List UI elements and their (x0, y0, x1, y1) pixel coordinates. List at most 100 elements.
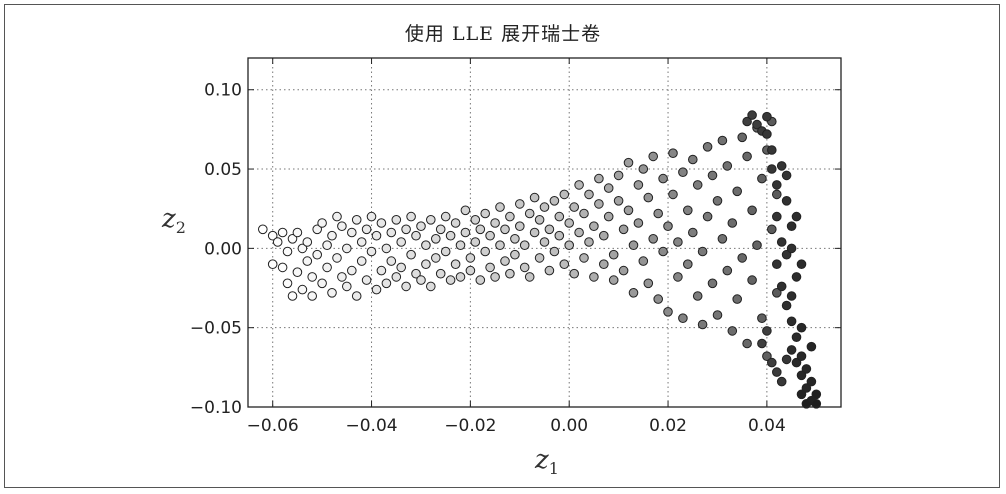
data-points (258, 110, 822, 409)
scatter-point (287, 234, 298, 244)
scatter-point (781, 354, 792, 365)
scatter-point (589, 221, 599, 231)
scatter-point (455, 272, 466, 282)
scatter-point (327, 288, 337, 298)
scatter-point (401, 281, 411, 292)
scatter-point (796, 322, 807, 333)
scatter-point (683, 259, 693, 270)
scatter-point (717, 234, 728, 244)
scatter-point (776, 161, 787, 171)
y-tick-label: 0.00 (204, 239, 242, 259)
scatter-point (781, 249, 792, 260)
scatter-point (772, 288, 782, 298)
y-axis-ticks: 0.10 0.05 0.00 −0.05 −0.10 (190, 81, 841, 418)
scatter-point (386, 256, 397, 266)
scatter-point (559, 259, 570, 270)
scatter-point (579, 253, 589, 263)
scatter-point (623, 205, 634, 216)
scatter-point (302, 256, 313, 266)
x-tick-label: 0.02 (649, 416, 687, 436)
scatter-point (440, 211, 451, 222)
scatter-point (791, 211, 802, 222)
scatter-point (337, 272, 347, 282)
scatter-point (776, 281, 787, 292)
scatter-point (406, 211, 416, 222)
scatter-point (742, 116, 752, 127)
scatter-point (470, 237, 481, 247)
scatter-point (406, 249, 416, 260)
scatter-point (485, 230, 495, 241)
scatter-point (747, 275, 757, 285)
y-tick-label: 0.10 (204, 81, 242, 101)
scatter-point (757, 338, 767, 349)
scatter-point (272, 237, 283, 247)
scatter-point (440, 246, 451, 257)
scatter-point (391, 272, 402, 282)
scatter-point (772, 180, 782, 190)
scatter-point (752, 240, 762, 250)
scatter-point (668, 148, 678, 158)
scatter-point (292, 227, 303, 238)
x-tick-label: −0.02 (444, 416, 496, 436)
scatter-point (737, 132, 748, 143)
scatter-point (722, 161, 733, 171)
scatter-point (529, 227, 540, 238)
y-tick-label: 0.05 (204, 160, 242, 180)
scatter-point (297, 284, 308, 295)
scatter-point (806, 376, 817, 387)
scatter-point (584, 237, 594, 247)
scatter-point (579, 208, 589, 219)
scatter-point (584, 189, 594, 200)
scatter-point (524, 272, 535, 282)
scatter-point (697, 319, 708, 330)
scatter-point (757, 173, 767, 184)
scatter-point (599, 230, 609, 241)
scatter-point (613, 170, 624, 181)
scatter-point (613, 196, 624, 206)
scatter-point (594, 173, 604, 184)
scatter-point (653, 208, 664, 219)
scatter-point (351, 215, 362, 225)
scatter-point (658, 246, 668, 257)
scatter-point (712, 196, 723, 206)
scatter-point (747, 110, 757, 120)
scatter-point (554, 211, 565, 222)
scatter-point (633, 180, 644, 190)
scatter-point (643, 278, 654, 289)
scatter-point (608, 275, 619, 285)
scatter-point (727, 218, 738, 228)
scatter-point (608, 249, 619, 260)
scatter-point (742, 338, 752, 349)
scatter-point (505, 268, 515, 279)
scatter-point (772, 189, 782, 200)
scatter-point (465, 265, 476, 276)
scatter-point (524, 208, 535, 219)
scatter-point (351, 291, 362, 301)
scatter-point (258, 224, 268, 235)
scatter-point (564, 218, 575, 228)
scatter-point (762, 326, 772, 336)
scatter-point (307, 291, 318, 301)
scatter-point (603, 183, 614, 193)
scatter-point (317, 218, 327, 228)
scatter-point (786, 316, 797, 327)
scatter-point (539, 202, 550, 212)
scatter-point (386, 227, 397, 238)
scatter-point (302, 237, 313, 247)
scatter-point (480, 246, 491, 257)
scatter-point (519, 240, 530, 250)
scatter-point (796, 370, 807, 381)
scatter-point (569, 268, 580, 279)
scatter-point (589, 272, 599, 282)
scatter-point (445, 275, 456, 285)
scatter-point (485, 262, 495, 273)
scatter-point (702, 142, 713, 152)
scatter-point (337, 221, 347, 231)
scatter-point (801, 383, 812, 393)
scatter-point (796, 389, 807, 400)
scatter-point (342, 243, 352, 254)
scatter-point (480, 208, 491, 219)
scatter-point (742, 151, 752, 162)
scatter-point (752, 119, 762, 130)
